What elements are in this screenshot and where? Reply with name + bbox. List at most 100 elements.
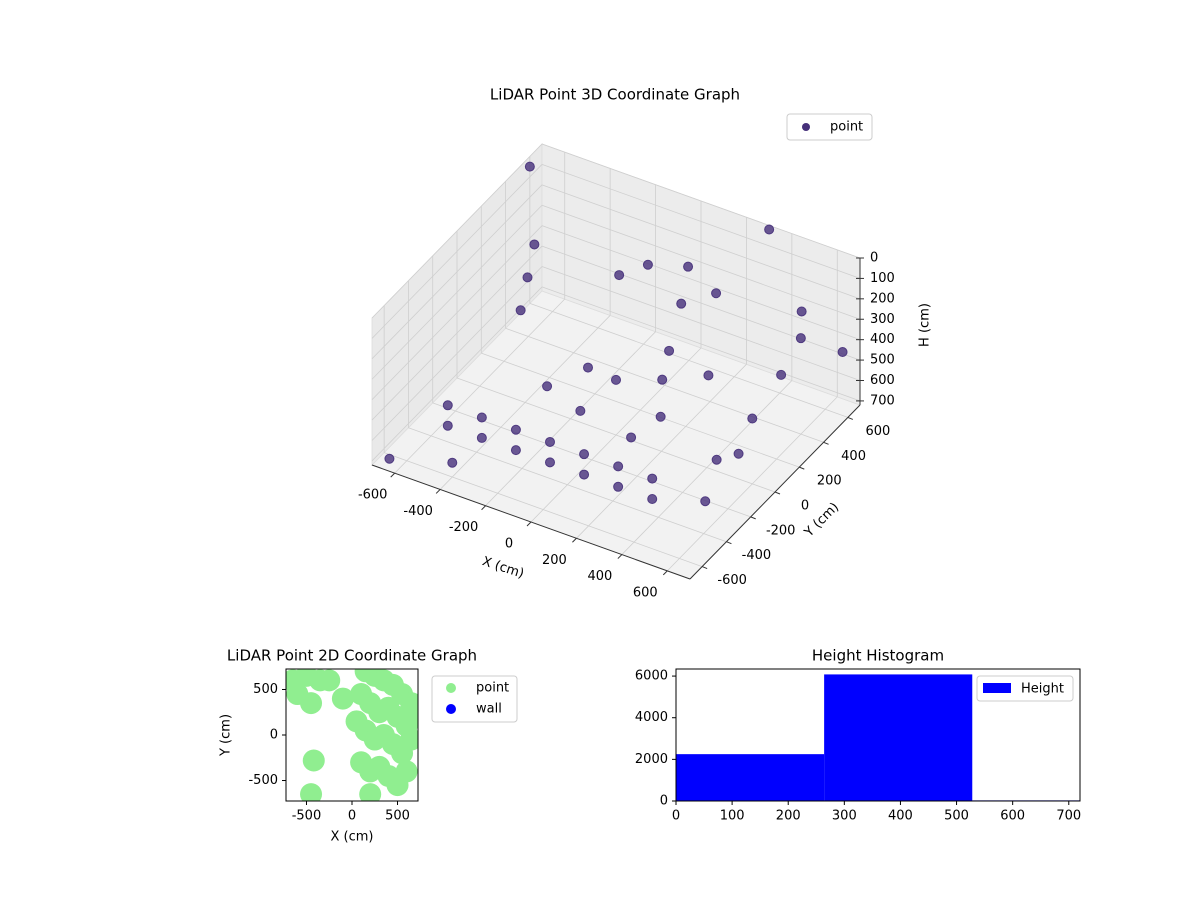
legend-label: point xyxy=(830,120,863,135)
grid-line xyxy=(481,352,800,468)
y-tick-label: -400 xyxy=(742,548,772,563)
chart-title: Height Histogram xyxy=(812,647,944,665)
point xyxy=(529,239,540,250)
point xyxy=(545,436,555,447)
bar xyxy=(676,754,825,801)
point xyxy=(318,669,341,692)
y-axis xyxy=(689,404,861,580)
point xyxy=(395,760,418,783)
point xyxy=(524,161,535,172)
point xyxy=(611,374,621,385)
grid-line xyxy=(541,225,861,341)
point xyxy=(776,369,787,380)
point xyxy=(359,783,382,801)
grid-line xyxy=(541,286,861,402)
point xyxy=(300,692,323,715)
point xyxy=(664,345,675,356)
point xyxy=(442,400,453,411)
legend-marker xyxy=(446,683,456,693)
point xyxy=(331,687,354,710)
x-tick-label: 400 xyxy=(888,809,913,824)
grid-line xyxy=(529,303,848,418)
y-tick-label: 0 xyxy=(801,499,809,514)
z-tick-label: 100 xyxy=(870,271,895,286)
grid-line xyxy=(371,204,543,380)
x-tick-label: 500 xyxy=(944,809,969,824)
point xyxy=(626,432,637,443)
x-tick xyxy=(390,472,396,478)
x-tick-label: 400 xyxy=(587,569,612,584)
x-tick xyxy=(526,521,532,527)
y-tick xyxy=(726,541,732,545)
point xyxy=(747,413,758,424)
z-tick-label: 200 xyxy=(870,291,895,306)
x-tick-label: -400 xyxy=(403,504,433,519)
point xyxy=(384,453,395,464)
grid-line xyxy=(371,286,543,462)
x-tick-label: 200 xyxy=(542,553,567,568)
z-axis-label: H (cm) xyxy=(918,303,933,347)
y-tick xyxy=(774,491,781,495)
grid-line xyxy=(505,327,824,443)
z-tick-label: 0 xyxy=(870,251,878,266)
x-tick-label: 100 xyxy=(720,809,745,824)
legend-label: wall xyxy=(476,702,502,717)
point xyxy=(442,420,453,431)
z-tick-label: 500 xyxy=(870,353,895,368)
x-tick-label: 200 xyxy=(776,809,801,824)
grid-line xyxy=(408,427,727,543)
grid-line xyxy=(541,204,861,320)
y-tick xyxy=(750,516,756,520)
y-tick-label: 4000 xyxy=(635,710,668,725)
y-tick-label: -200 xyxy=(766,523,796,538)
grid-line xyxy=(371,266,543,441)
point xyxy=(522,272,533,283)
z-tick-label: 300 xyxy=(870,312,895,327)
axes-frame xyxy=(675,668,1081,802)
x-tick-label: 600 xyxy=(633,585,658,600)
y-tick-label: 600 xyxy=(865,424,890,439)
plot-area xyxy=(286,669,418,801)
grid-line xyxy=(541,184,861,300)
point xyxy=(579,449,590,460)
x-tick-label: 0 xyxy=(672,809,680,824)
x-tick-label: -200 xyxy=(449,520,479,535)
z-tick-label: 400 xyxy=(870,332,895,347)
point xyxy=(614,270,625,281)
point xyxy=(796,306,807,317)
x-axis-label: X (cm) xyxy=(331,830,374,845)
x-tick-label: 700 xyxy=(1056,809,1081,824)
point xyxy=(647,494,658,504)
x-tick-label: 500 xyxy=(385,809,410,824)
grid-line xyxy=(432,402,751,518)
point xyxy=(703,370,714,381)
y-axis-label: Y (cm) xyxy=(219,714,234,757)
x-tick-label: 0 xyxy=(348,809,356,824)
grid-line xyxy=(541,245,861,361)
x-tick xyxy=(662,570,668,576)
grid-line xyxy=(371,184,543,360)
y-tick-label: 2000 xyxy=(635,752,668,767)
grid-line xyxy=(371,143,543,319)
legend-box xyxy=(976,675,1074,702)
point xyxy=(476,432,487,443)
y-tick-label: -500 xyxy=(248,773,278,788)
point xyxy=(837,347,848,358)
y-tick xyxy=(799,466,805,470)
point xyxy=(300,783,323,801)
point xyxy=(510,445,521,456)
x-axis xyxy=(371,464,691,580)
point xyxy=(510,424,521,435)
point xyxy=(515,305,526,316)
y-tick-label: 0 xyxy=(270,728,278,743)
point xyxy=(447,457,458,468)
point xyxy=(711,288,722,299)
point xyxy=(683,261,694,272)
point xyxy=(579,469,590,480)
legend-marker xyxy=(446,704,456,714)
legend-label: point xyxy=(476,681,509,696)
grid-line xyxy=(371,225,543,400)
y-tick xyxy=(823,441,829,445)
point xyxy=(647,473,658,484)
x-tick xyxy=(617,554,623,559)
